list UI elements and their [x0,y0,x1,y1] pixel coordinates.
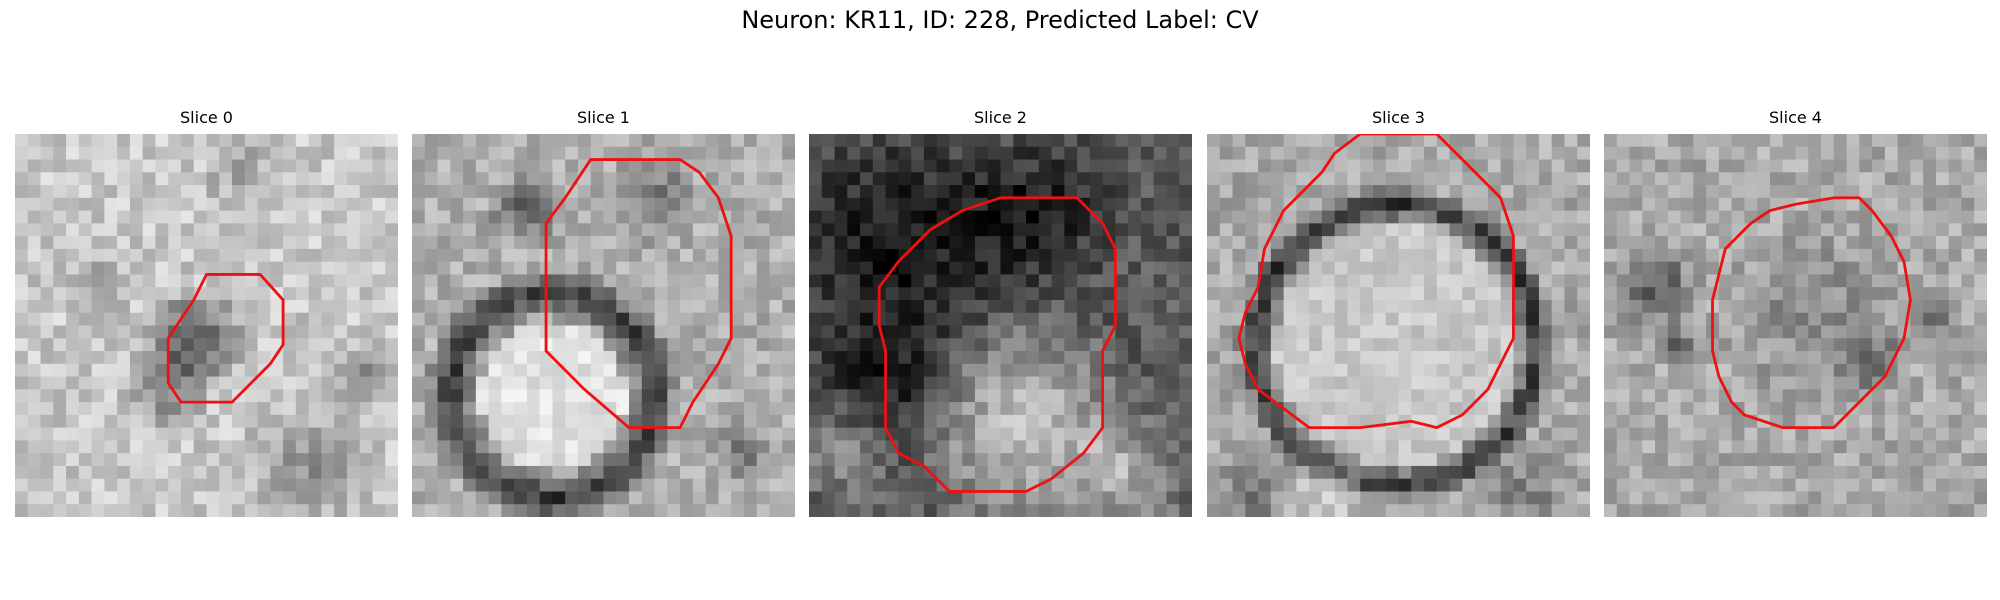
microscopy-image [1604,134,1987,517]
microscopy-image [412,134,795,517]
grayscale-pixels [809,134,1192,517]
grayscale-pixels [1604,134,1987,517]
grayscale-pixels [412,134,795,517]
slice-panel-1: Slice 1 [412,108,795,518]
slice-panel-0: Slice 0 [15,108,398,518]
slice-panel-2: Slice 2 [809,108,1192,518]
microscopy-image [1207,134,1590,517]
grayscale-pixels [15,134,398,517]
slice-title: Slice 2 [974,108,1027,127]
roi-outline [1711,196,1912,430]
microscopy-image [809,134,1192,517]
microscopy-image [15,134,398,517]
slice-title: Slice 4 [1769,108,1822,127]
slice-title: Slice 3 [1372,108,1425,127]
slice-title: Slice 0 [180,108,233,127]
slice-title: Slice 1 [577,108,630,127]
roi-outline [877,196,1117,493]
slice-panel-3: Slice 3 [1207,108,1590,518]
roi-outline [166,273,285,404]
roi-outline [1237,134,1515,430]
roi-outline [544,158,733,430]
figure-title: Neuron: KR11, ID: 228, Predicted Label: … [741,6,1259,34]
slice-panel-4: Slice 4 [1604,108,1987,518]
grayscale-pixels [1207,134,1590,517]
